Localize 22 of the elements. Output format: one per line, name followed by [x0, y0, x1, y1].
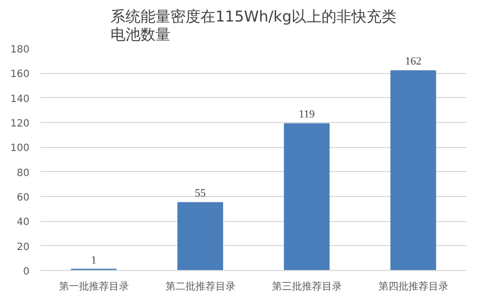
y-tick-label: 40: [16, 217, 30, 228]
chart-title: 系统能量密度在115Wh/kg以上的非快充类电池数量: [110, 8, 397, 44]
x-tick-label: 第一批推荐目录: [58, 280, 129, 292]
x-tick-label: 第四批推荐目录: [378, 280, 448, 292]
y-tick-label: 180: [10, 44, 30, 56]
y-tick-label: 160: [10, 69, 30, 80]
x-tick-label: 第二批推荐目录: [165, 280, 236, 292]
y-tick-label: 100: [10, 143, 30, 154]
data-label: 162: [405, 56, 422, 68]
bar: [177, 202, 224, 270]
data-label: 55: [194, 188, 206, 200]
bar: [390, 70, 436, 270]
y-tick-label: 120: [10, 118, 30, 130]
y-tick-label: 140: [10, 94, 30, 105]
y-tick-label: 60: [16, 192, 30, 204]
data-label: 119: [298, 108, 316, 121]
data-label: 1: [91, 254, 96, 266]
y-tick-label: 80: [16, 168, 30, 179]
bar: [284, 123, 330, 270]
x-tick-label: 第三批推荐目录: [272, 280, 342, 292]
y-tick-label: 20: [16, 242, 30, 253]
y-tick-label: 0: [23, 266, 30, 278]
